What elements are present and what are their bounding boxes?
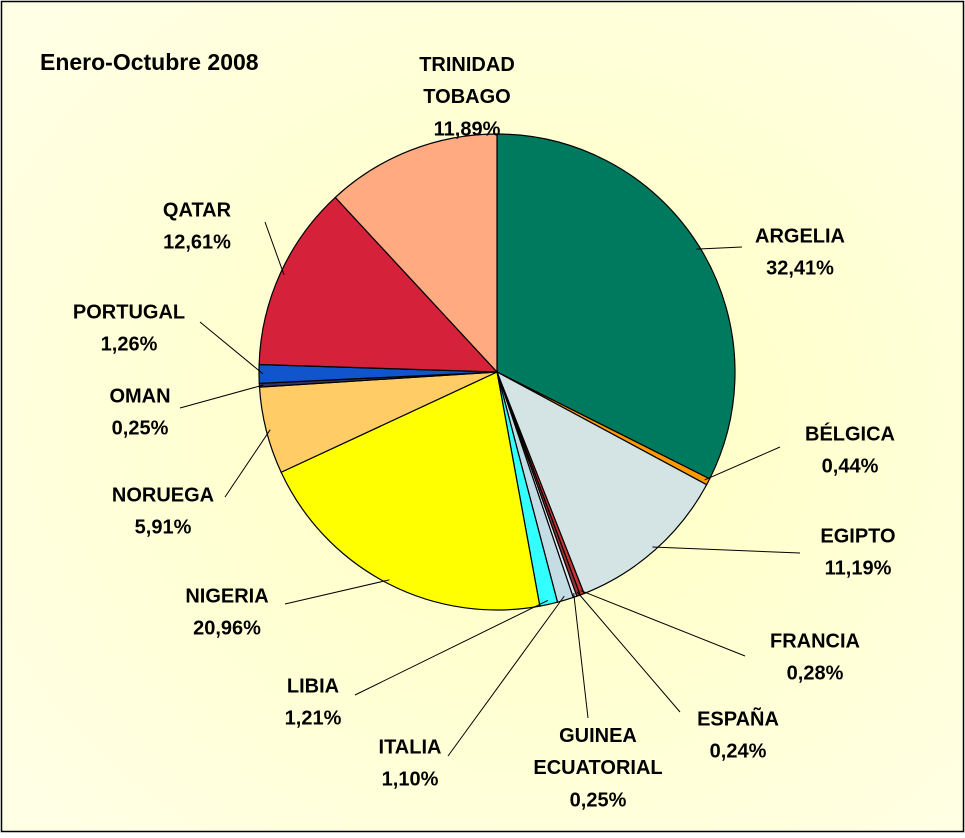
leader-line: [580, 590, 746, 657]
pie-slice: [280, 371, 541, 611]
pie-slice: [496, 133, 736, 480]
value-label: 11,19%: [825, 557, 892, 579]
leader-line: [447, 595, 565, 757]
label-line: ECUATORIAL: [533, 757, 662, 779]
leader-line: [704, 446, 781, 481]
leader-line: [179, 384, 264, 409]
value-label: 12,61%: [163, 231, 231, 253]
value-label: 0,25%: [570, 789, 627, 811]
leader-line: [354, 599, 549, 696]
slice-label: QATAR: [163, 199, 232, 221]
leader-line: [652, 546, 801, 554]
value-label: 20,96%: [193, 617, 261, 639]
value-label: 0,28%: [787, 662, 844, 684]
pie-slice: [258, 196, 499, 373]
leader-line: [224, 429, 271, 498]
slice-label: OMAN: [109, 385, 170, 407]
label-line: GUINEA: [559, 725, 637, 747]
leader-line: [199, 321, 264, 375]
slice-label: ITALIA: [379, 736, 442, 758]
leader-line: [576, 591, 681, 713]
slice-label: ESPAÑA: [697, 707, 779, 730]
label-line: TOBAGO: [423, 86, 510, 108]
value-label: 32,41%: [766, 257, 834, 279]
leader-line: [264, 221, 285, 276]
leader-line: [696, 246, 743, 250]
pie: [258, 133, 736, 611]
value-label: 0,44%: [822, 455, 879, 477]
label-line: TRINIDAD: [419, 54, 515, 76]
slice-label: GUINEA ECUATORIAL: [533, 725, 662, 779]
leader-line: [284, 579, 390, 605]
value-label: 1,21%: [285, 707, 342, 729]
slice-label: LIBIA: [287, 675, 339, 697]
chart-title: Enero-Octubre 2008: [40, 49, 259, 75]
leader-line: [573, 593, 589, 719]
pie-slice: [334, 133, 498, 374]
value-label: 0,24%: [710, 740, 767, 762]
value-label: 11,89%: [434, 118, 501, 140]
slice-label: ARGELIA: [755, 225, 845, 247]
slice-label: FRANCIA: [770, 630, 860, 652]
slice-label: EGIPTO: [820, 525, 895, 547]
slice-label: NIGERIA: [185, 585, 268, 607]
slice-label: PORTUGAL: [73, 301, 185, 323]
value-label: 0,25%: [112, 417, 169, 439]
slice-label: TRINIDAD TOBAGO: [419, 54, 515, 108]
pie-slice: [495, 370, 708, 595]
value-label: 1,26%: [101, 333, 158, 355]
slice-label: BÉLGICA: [805, 422, 895, 445]
slice-label: NORUEGA: [112, 484, 214, 506]
value-label: 5,91%: [135, 516, 192, 538]
value-label: 1,10%: [382, 768, 439, 790]
